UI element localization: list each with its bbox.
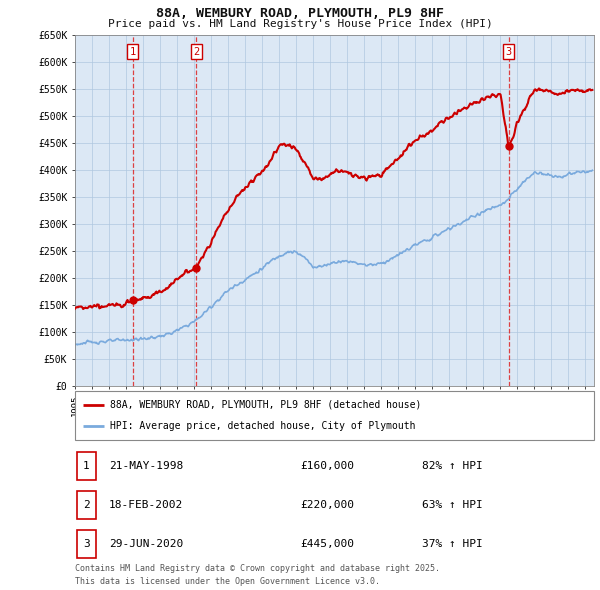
Text: 88A, WEMBURY ROAD, PLYMOUTH, PL9 8HF: 88A, WEMBURY ROAD, PLYMOUTH, PL9 8HF — [156, 7, 444, 20]
Text: This data is licensed under the Open Government Licence v3.0.: This data is licensed under the Open Gov… — [75, 577, 380, 586]
Bar — [77, 452, 96, 480]
Text: HPI: Average price, detached house, City of Plymouth: HPI: Average price, detached house, City… — [110, 421, 416, 431]
Text: Price paid vs. HM Land Registry's House Price Index (HPI): Price paid vs. HM Land Registry's House … — [107, 19, 493, 30]
Text: 88A, WEMBURY ROAD, PLYMOUTH, PL9 8HF (detached house): 88A, WEMBURY ROAD, PLYMOUTH, PL9 8HF (de… — [110, 399, 422, 409]
Text: 63% ↑ HPI: 63% ↑ HPI — [422, 500, 483, 510]
Text: 3: 3 — [506, 47, 512, 57]
Text: 3: 3 — [83, 539, 90, 549]
Text: 18-FEB-2002: 18-FEB-2002 — [109, 500, 183, 510]
Text: 82% ↑ HPI: 82% ↑ HPI — [422, 461, 483, 471]
Text: 2: 2 — [193, 47, 199, 57]
Text: 1: 1 — [83, 461, 90, 471]
Text: 37% ↑ HPI: 37% ↑ HPI — [422, 539, 483, 549]
Text: 21-MAY-1998: 21-MAY-1998 — [109, 461, 183, 471]
Bar — [77, 530, 96, 558]
Text: Contains HM Land Registry data © Crown copyright and database right 2025.: Contains HM Land Registry data © Crown c… — [75, 564, 440, 573]
Text: 2: 2 — [83, 500, 90, 510]
Text: 29-JUN-2020: 29-JUN-2020 — [109, 539, 183, 549]
Text: £445,000: £445,000 — [300, 539, 354, 549]
Text: £160,000: £160,000 — [300, 461, 354, 471]
Text: £220,000: £220,000 — [300, 500, 354, 510]
Bar — [77, 491, 96, 519]
Text: 1: 1 — [130, 47, 136, 57]
